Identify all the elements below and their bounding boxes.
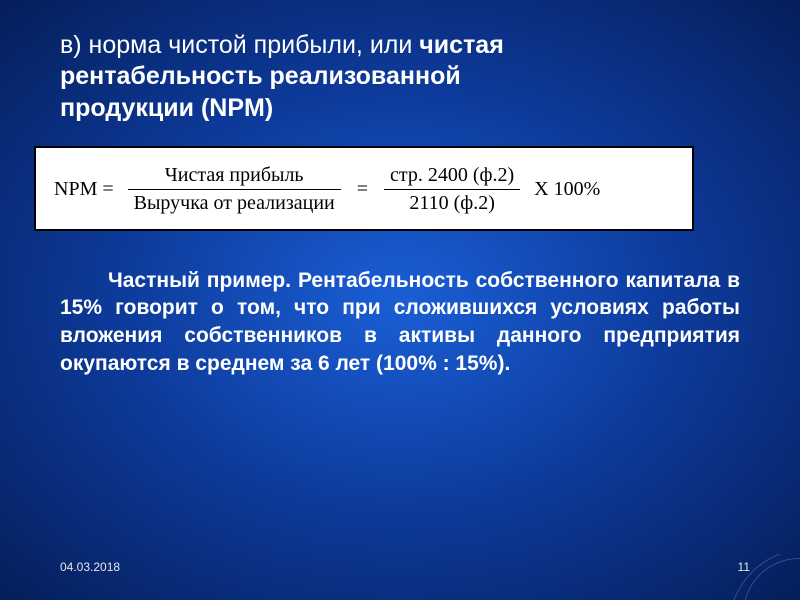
formula-fraction-1: Чистая прибыль Выручка от реализации <box>128 162 341 217</box>
fraction-2-denominator: 2110 (ф.2) <box>403 190 501 217</box>
title-line-2: рентабельность реализованной <box>60 61 750 92</box>
formula-box: NPM = Чистая прибыль Выручка от реализац… <box>34 146 694 231</box>
title-line-1: в) норма чистой прибыли, или чистая <box>60 30 750 61</box>
title-prefix: в) норма чистой прибыли, или <box>60 31 419 59</box>
formula-equals: = <box>357 178 368 201</box>
formula-lhs: NPM = <box>54 178 114 201</box>
title-bold-1: чистая <box>419 31 504 59</box>
fraction-1-numerator: Чистая прибыль <box>159 162 310 189</box>
body-paragraph: Частный пример. Рентабельность собственн… <box>60 267 750 378</box>
corner-decoration <box>730 554 800 600</box>
fraction-1-denominator: Выручка от реализации <box>128 190 341 217</box>
body-text-content: Частный пример. Рентабельность собственн… <box>60 269 740 375</box>
fraction-2-numerator: стр. 2400 (ф.2) <box>384 162 520 189</box>
formula-tail: Х 100% <box>534 178 600 201</box>
footer-date: 04.03.2018 <box>60 560 120 574</box>
title-line-3: продукции (NPM) <box>60 93 750 124</box>
slide: в) норма чистой прибыли, или чистая рент… <box>0 0 800 600</box>
slide-title: в) норма чистой прибыли, или чистая рент… <box>60 30 750 124</box>
formula-fraction-2: стр. 2400 (ф.2) 2110 (ф.2) <box>384 162 520 217</box>
